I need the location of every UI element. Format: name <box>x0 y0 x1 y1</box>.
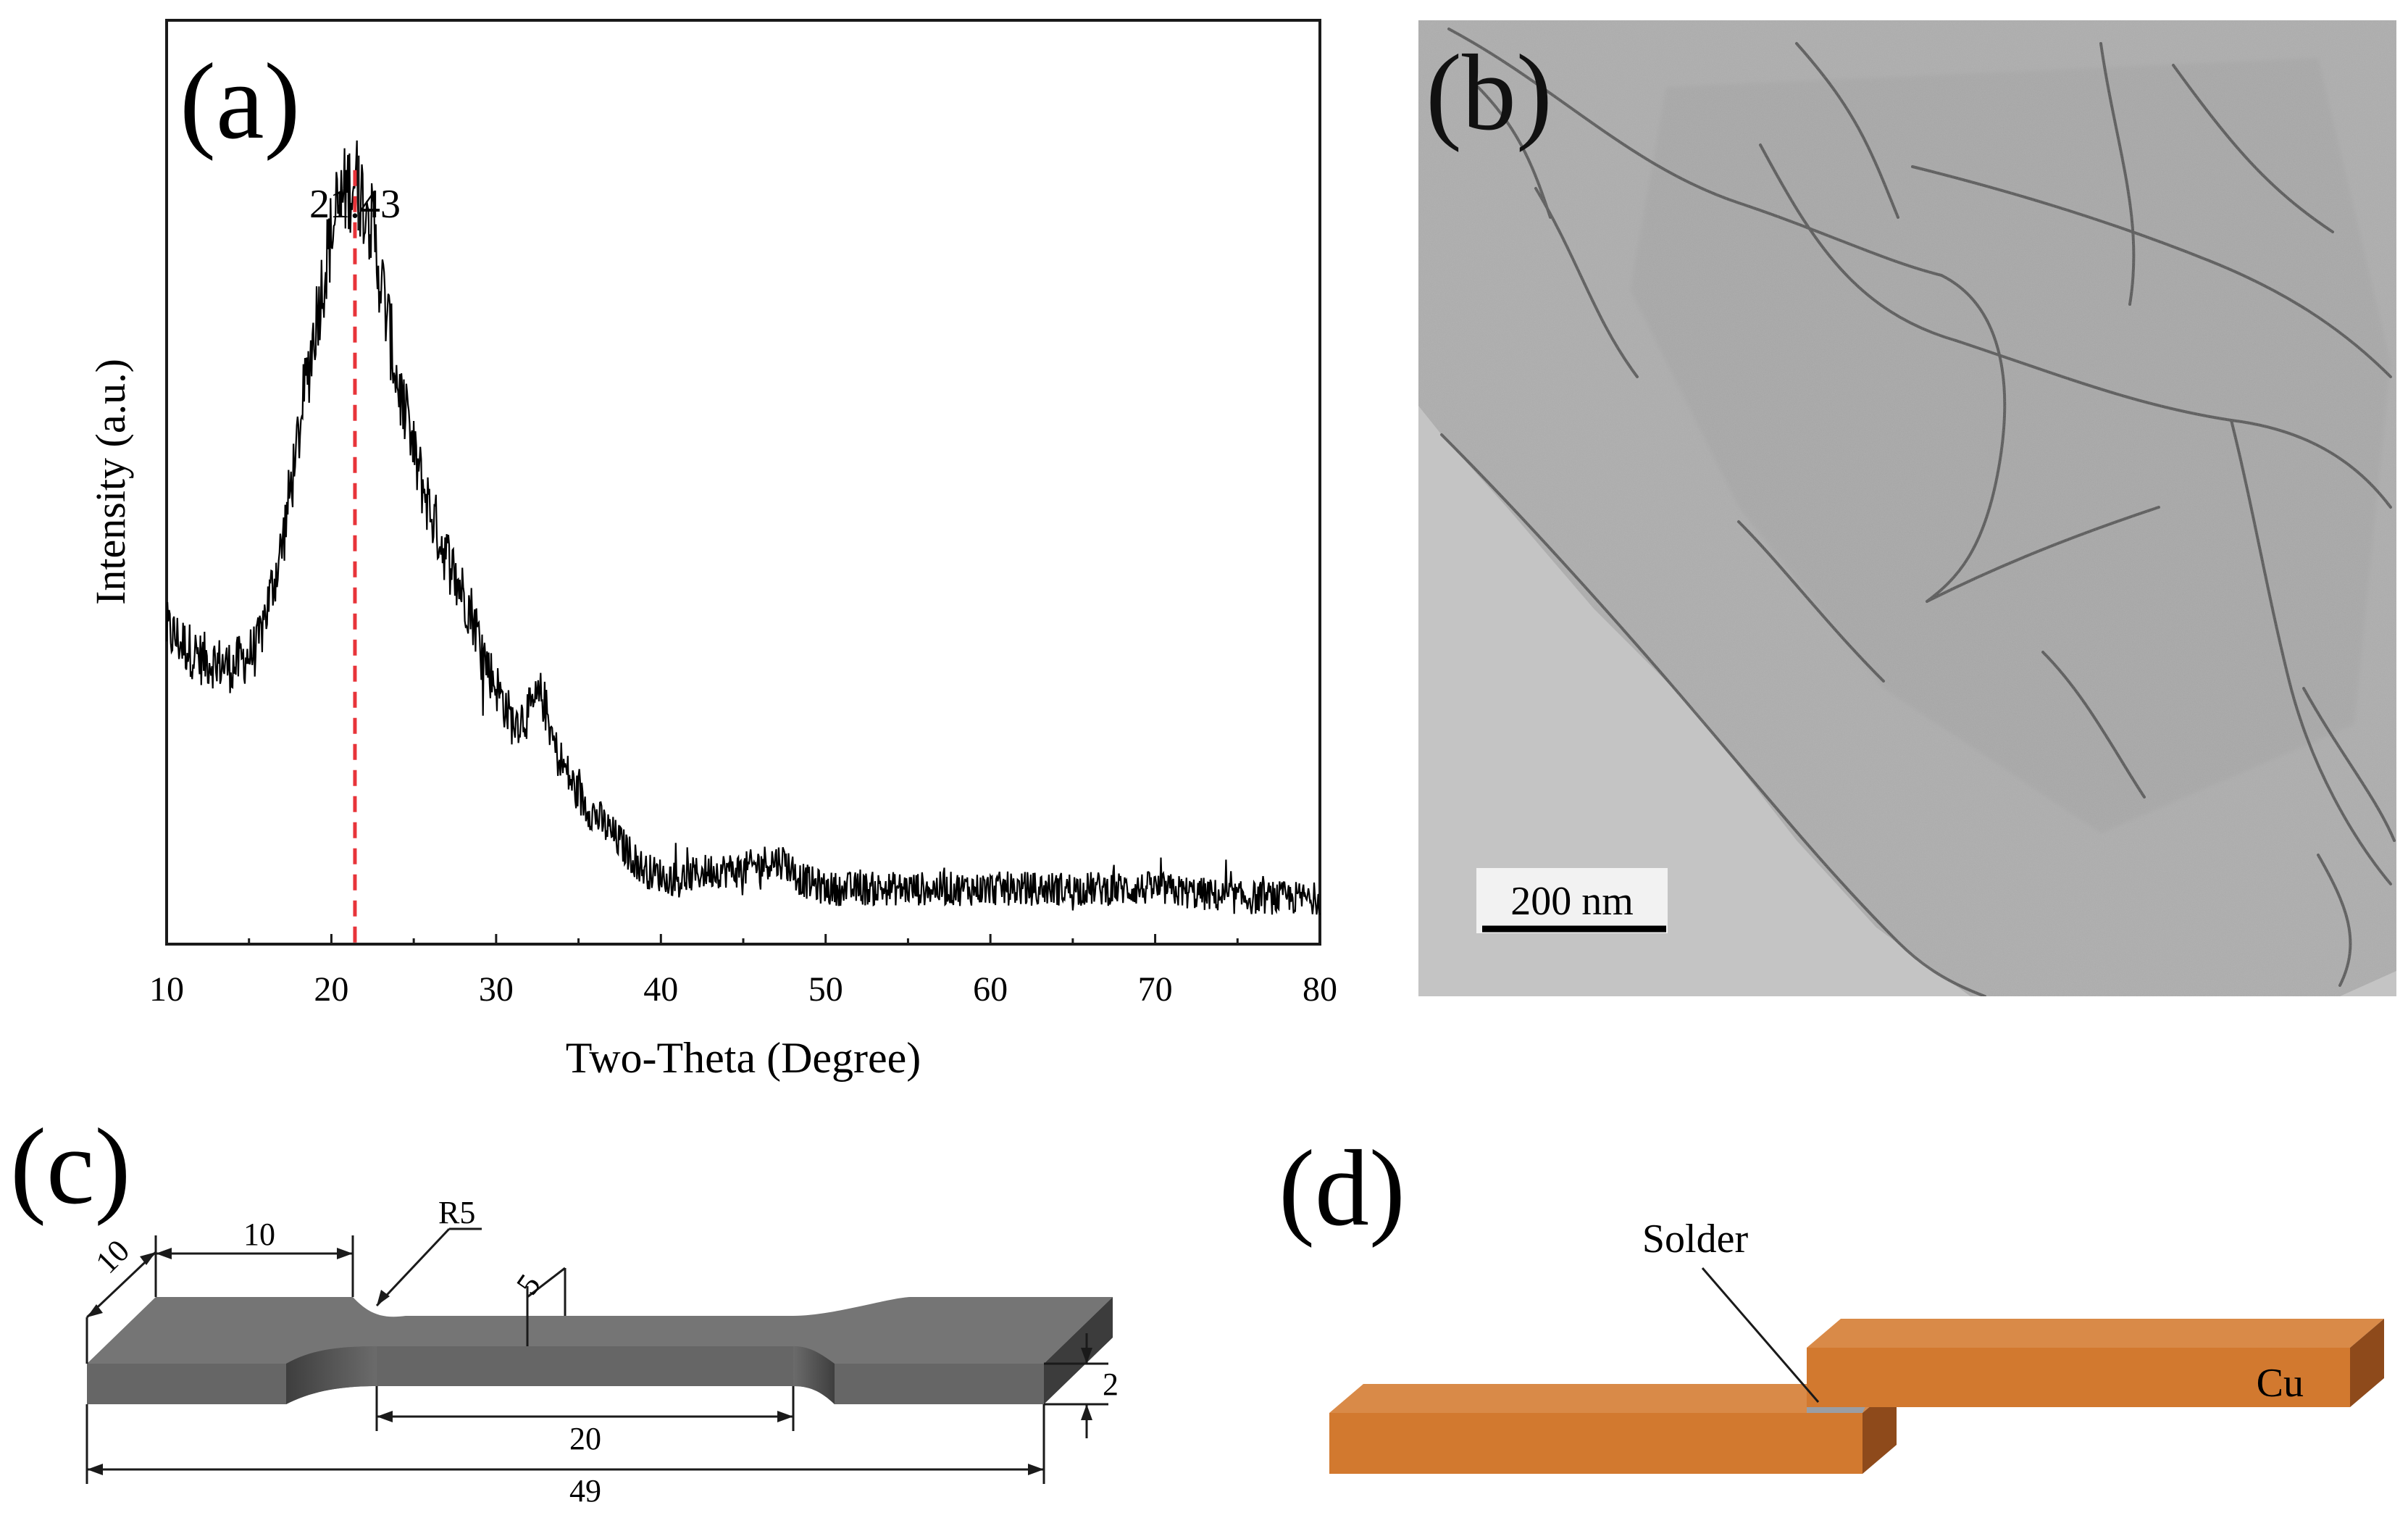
y-axis-label: Intensity (a.u.) <box>87 359 134 605</box>
cu-lower-top <box>1329 1384 1897 1413</box>
dim-thickness: 2 <box>1103 1367 1119 1402</box>
cu-lower-front <box>1329 1413 1863 1474</box>
dim-radius: R5 <box>438 1195 475 1230</box>
cu-label: Cu <box>2257 1361 2304 1406</box>
x-tick-label-60: 60 <box>973 970 1008 1009</box>
panel-label-c: (c) <box>10 1106 130 1227</box>
solder-leader-line <box>1701 1267 1820 1403</box>
scale-bar-label: 200 nm <box>1510 879 1634 924</box>
cu-upper-front <box>1807 1348 2350 1407</box>
panel-c-specimen-drawing: (c) <box>10 1106 1119 1509</box>
scale-bar-box <box>1476 868 1668 933</box>
solder-label: Solder <box>1642 1217 1749 1261</box>
xrd-series-line <box>165 140 1321 915</box>
x-tick-label-40: 40 <box>643 970 678 1009</box>
dimension-arrows <box>87 1248 1092 1475</box>
x-tick-label-10: 10 <box>149 970 184 1009</box>
panel-label-b: (b) <box>1426 33 1552 153</box>
panel-label-d: (d) <box>1279 1128 1405 1248</box>
x-axis-tick-labels: 10 20 30 40 50 60 70 80 <box>149 970 1337 1009</box>
series-layer <box>165 140 1321 915</box>
tem-noise <box>1418 20 2396 996</box>
dim-shoulder-length: 10 <box>243 1217 275 1252</box>
dim-width: 10 <box>88 1233 136 1280</box>
x-tick-label-30: 30 <box>479 970 514 1009</box>
cu-upper-top <box>1807 1319 2384 1348</box>
cu-upper-side <box>2350 1319 2384 1407</box>
specimen-end-face <box>1044 1297 1113 1404</box>
specimen-neck-shadow-right <box>793 1346 835 1404</box>
x-tick-label-80: 80 <box>1303 970 1337 1009</box>
plot-frame <box>165 19 1321 946</box>
specimen-neck-shadow-left <box>286 1346 377 1404</box>
panel-b-tem-image: 200 nm (b) <box>1418 20 2396 996</box>
x-tick-label-70: 70 <box>1138 970 1173 1009</box>
x-tick-label-20: 20 <box>314 970 348 1009</box>
x-axis-ticks <box>165 934 1321 944</box>
dim-gauge-length: 20 <box>569 1421 601 1456</box>
specimen-top-face <box>87 1297 1113 1364</box>
dim-total-length: 49 <box>569 1473 601 1509</box>
peak-label: 21.43 <box>309 182 401 227</box>
x-axis-label: Two-Theta (Degree) <box>566 1034 921 1082</box>
dimension-lines <box>85 1227 1108 1484</box>
panel-label-a: (a) <box>180 41 300 162</box>
x-tick-label-50: 50 <box>808 970 843 1009</box>
panel-d-joint-drawing: (d) Solder Cu <box>1279 1128 2384 1474</box>
panel-a-xrd-chart: (a) 10 20 30 40 50 60 70 80 Two-Theta (Degree) … <box>87 19 1337 1082</box>
